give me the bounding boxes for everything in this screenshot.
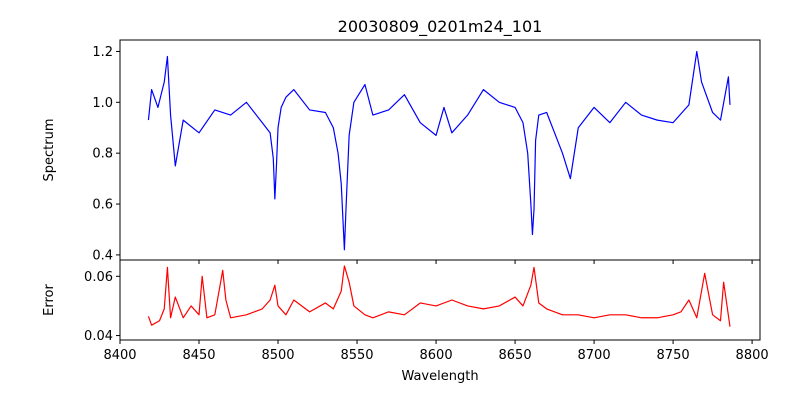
error-xtick-label: 8700 bbox=[578, 348, 611, 363]
spectrum-series-group bbox=[119, 50, 753, 264]
error-series-line bbox=[147, 265, 731, 327]
spectrum-ytick-label: 1.2 bbox=[92, 45, 113, 60]
error-xtick-label: 8550 bbox=[340, 348, 373, 363]
error-series-group bbox=[147, 265, 731, 327]
spectrum-title: 20030809_0201m24_101 bbox=[338, 17, 543, 37]
spectrum-y-axis: 0.4 0.6 0.8 1.0 1.2 bbox=[92, 45, 120, 263]
error-y-axis: 0.04 0.06 bbox=[84, 270, 120, 344]
error-xtick-label: 8400 bbox=[103, 348, 136, 363]
error-x-axis: 8400 8450 8500 8550 8600 8650 8700 8750 8800 bbox=[103, 340, 769, 363]
error-axes-frame bbox=[119, 259, 761, 341]
error-ylabel: Error bbox=[42, 284, 57, 316]
spectrum-series-line bbox=[147, 50, 731, 251]
spectrum-ytick-label: 0.8 bbox=[92, 147, 113, 162]
spectrum-ytick-label: 1.0 bbox=[92, 96, 113, 111]
error-xtick-label: 8800 bbox=[736, 348, 769, 363]
error-xlabel: Wavelength bbox=[401, 369, 478, 384]
spectrum-ytick-label: 0.6 bbox=[92, 198, 113, 213]
error-panel: 0.04 0.06 8400 8450 8500 8550 8600 8650 8700 875… bbox=[84, 259, 769, 363]
error-xtick-label: 8600 bbox=[420, 348, 453, 363]
error-ytick-label: 0.04 bbox=[84, 329, 113, 344]
spectrum-ylabel: Spectrum bbox=[42, 119, 57, 182]
error-xtick-label: 8500 bbox=[261, 348, 294, 363]
spectrum-ytick-label: 0.4 bbox=[92, 248, 113, 263]
error-ytick-label: 0.06 bbox=[84, 270, 113, 285]
error-xtick-label: 8750 bbox=[657, 348, 690, 363]
error-xtick-label: 8650 bbox=[499, 348, 532, 363]
error-xtick-label: 8450 bbox=[182, 348, 215, 363]
